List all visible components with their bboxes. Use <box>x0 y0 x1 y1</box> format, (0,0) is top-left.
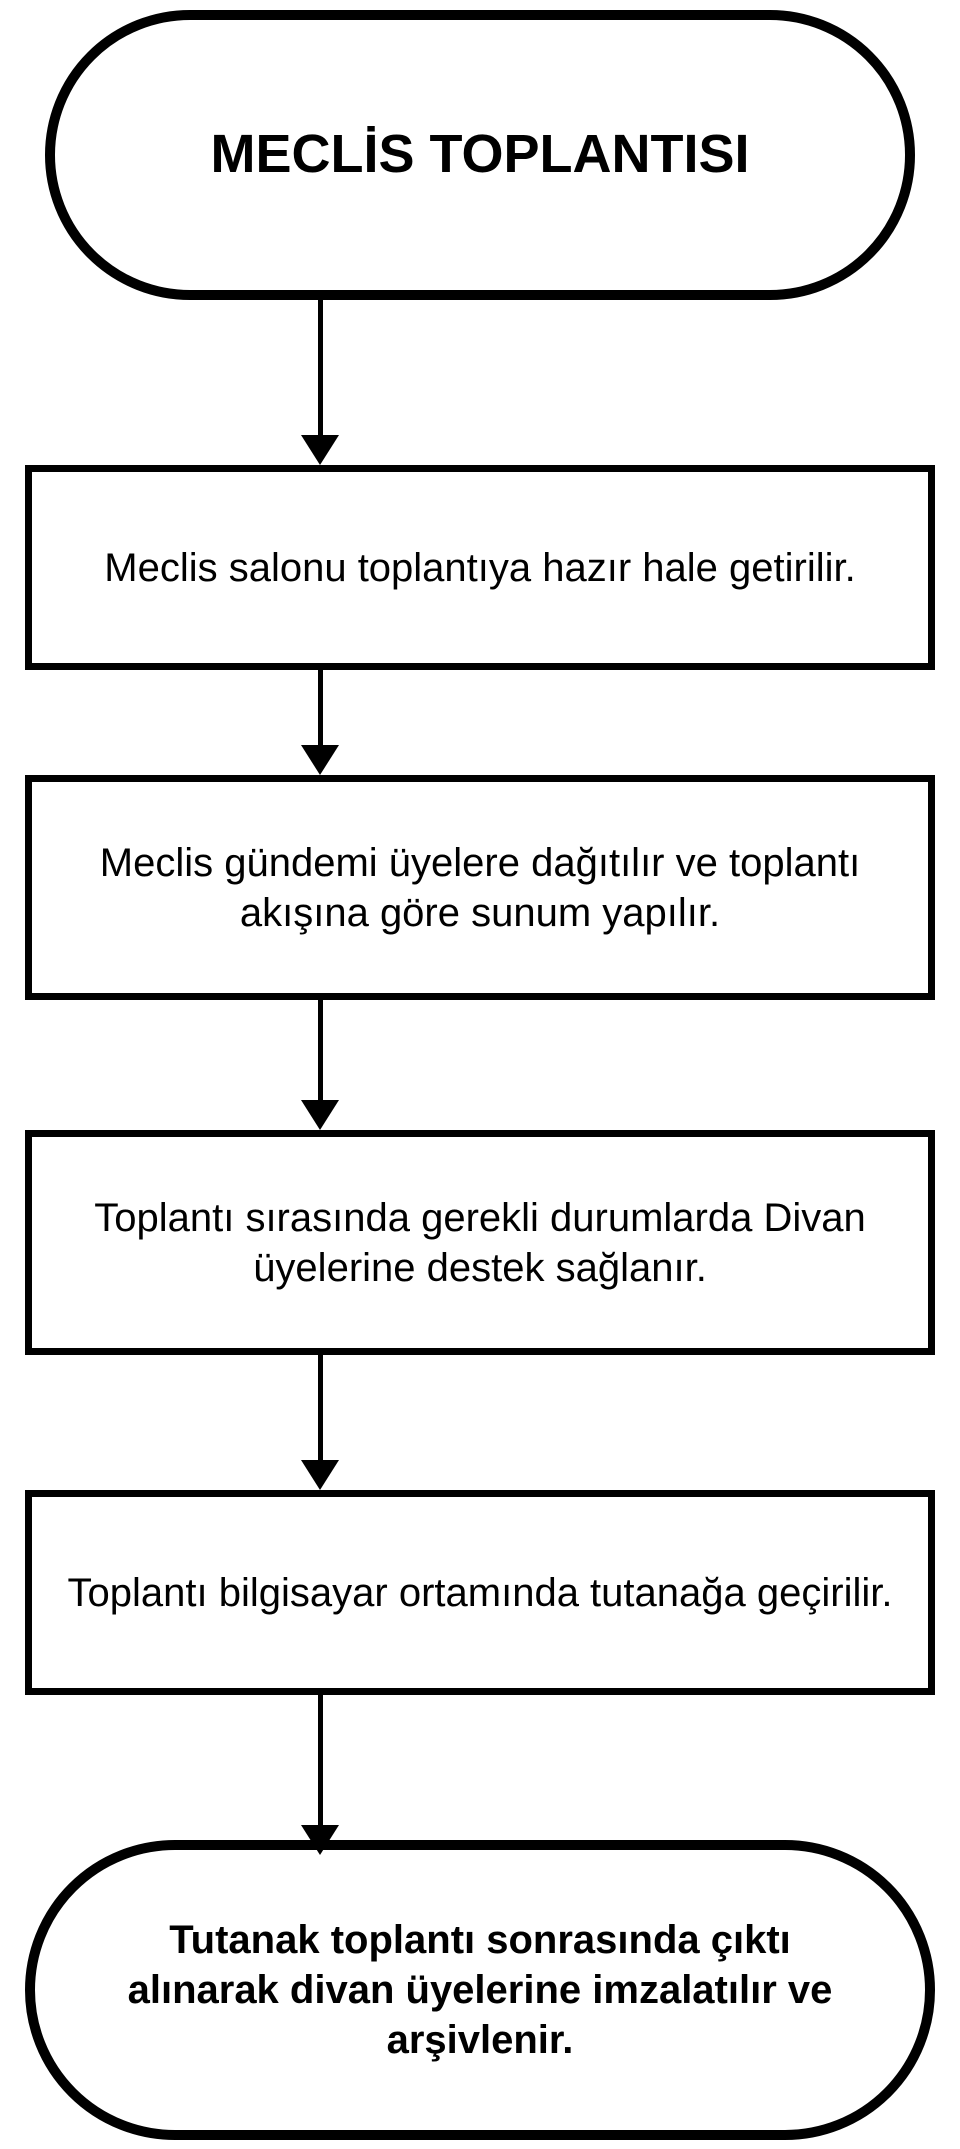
flowchart-connector-line <box>318 1000 323 1100</box>
flowchart-node-label: Toplantı bilgisayar ortamında tutanağa g… <box>52 1568 908 1618</box>
flowchart-connector-line <box>318 670 323 745</box>
flowchart-node-label: Toplantı sırasında gerekli durumlarda Di… <box>62 1193 898 1293</box>
flowchart-connector-line <box>318 1695 323 1825</box>
flowchart-node-n3: Meclis gündemi üyelere dağıtılır ve topl… <box>25 775 935 1000</box>
flowchart-connector-arrowhead <box>301 1460 339 1490</box>
flowchart-node-label: Meclis gündemi üyelere dağıtılır ve topl… <box>62 838 898 938</box>
flowchart-connector-arrowhead <box>301 1825 339 1855</box>
flowchart-node-n1: MECLİS TOPLANTISI <box>45 10 915 300</box>
flowchart-connector-arrowhead <box>301 745 339 775</box>
flowchart-node-n4: Toplantı sırasında gerekli durumlarda Di… <box>25 1130 935 1355</box>
flowchart-node-label: Meclis salonu toplantıya hazır hale geti… <box>62 543 898 593</box>
flowchart-connector-line <box>318 300 323 435</box>
flowchart-node-label: Tutanak toplantı sonrasında çıktı alınar… <box>95 1915 865 2065</box>
flowchart-node-n2: Meclis salonu toplantıya hazır hale geti… <box>25 465 935 670</box>
flowchart-node-n5: Toplantı bilgisayar ortamında tutanağa g… <box>25 1490 935 1695</box>
flowchart-canvas: MECLİS TOPLANTISI Meclis salonu toplantıy… <box>0 0 960 2149</box>
flowchart-connector-line <box>318 1355 323 1460</box>
flowchart-node-n6: Tutanak toplantı sonrasında çıktı alınar… <box>25 1840 935 2140</box>
flowchart-node-label: MECLİS TOPLANTISI <box>95 121 865 189</box>
flowchart-connector-arrowhead <box>301 1100 339 1130</box>
flowchart-connector-arrowhead <box>301 435 339 465</box>
